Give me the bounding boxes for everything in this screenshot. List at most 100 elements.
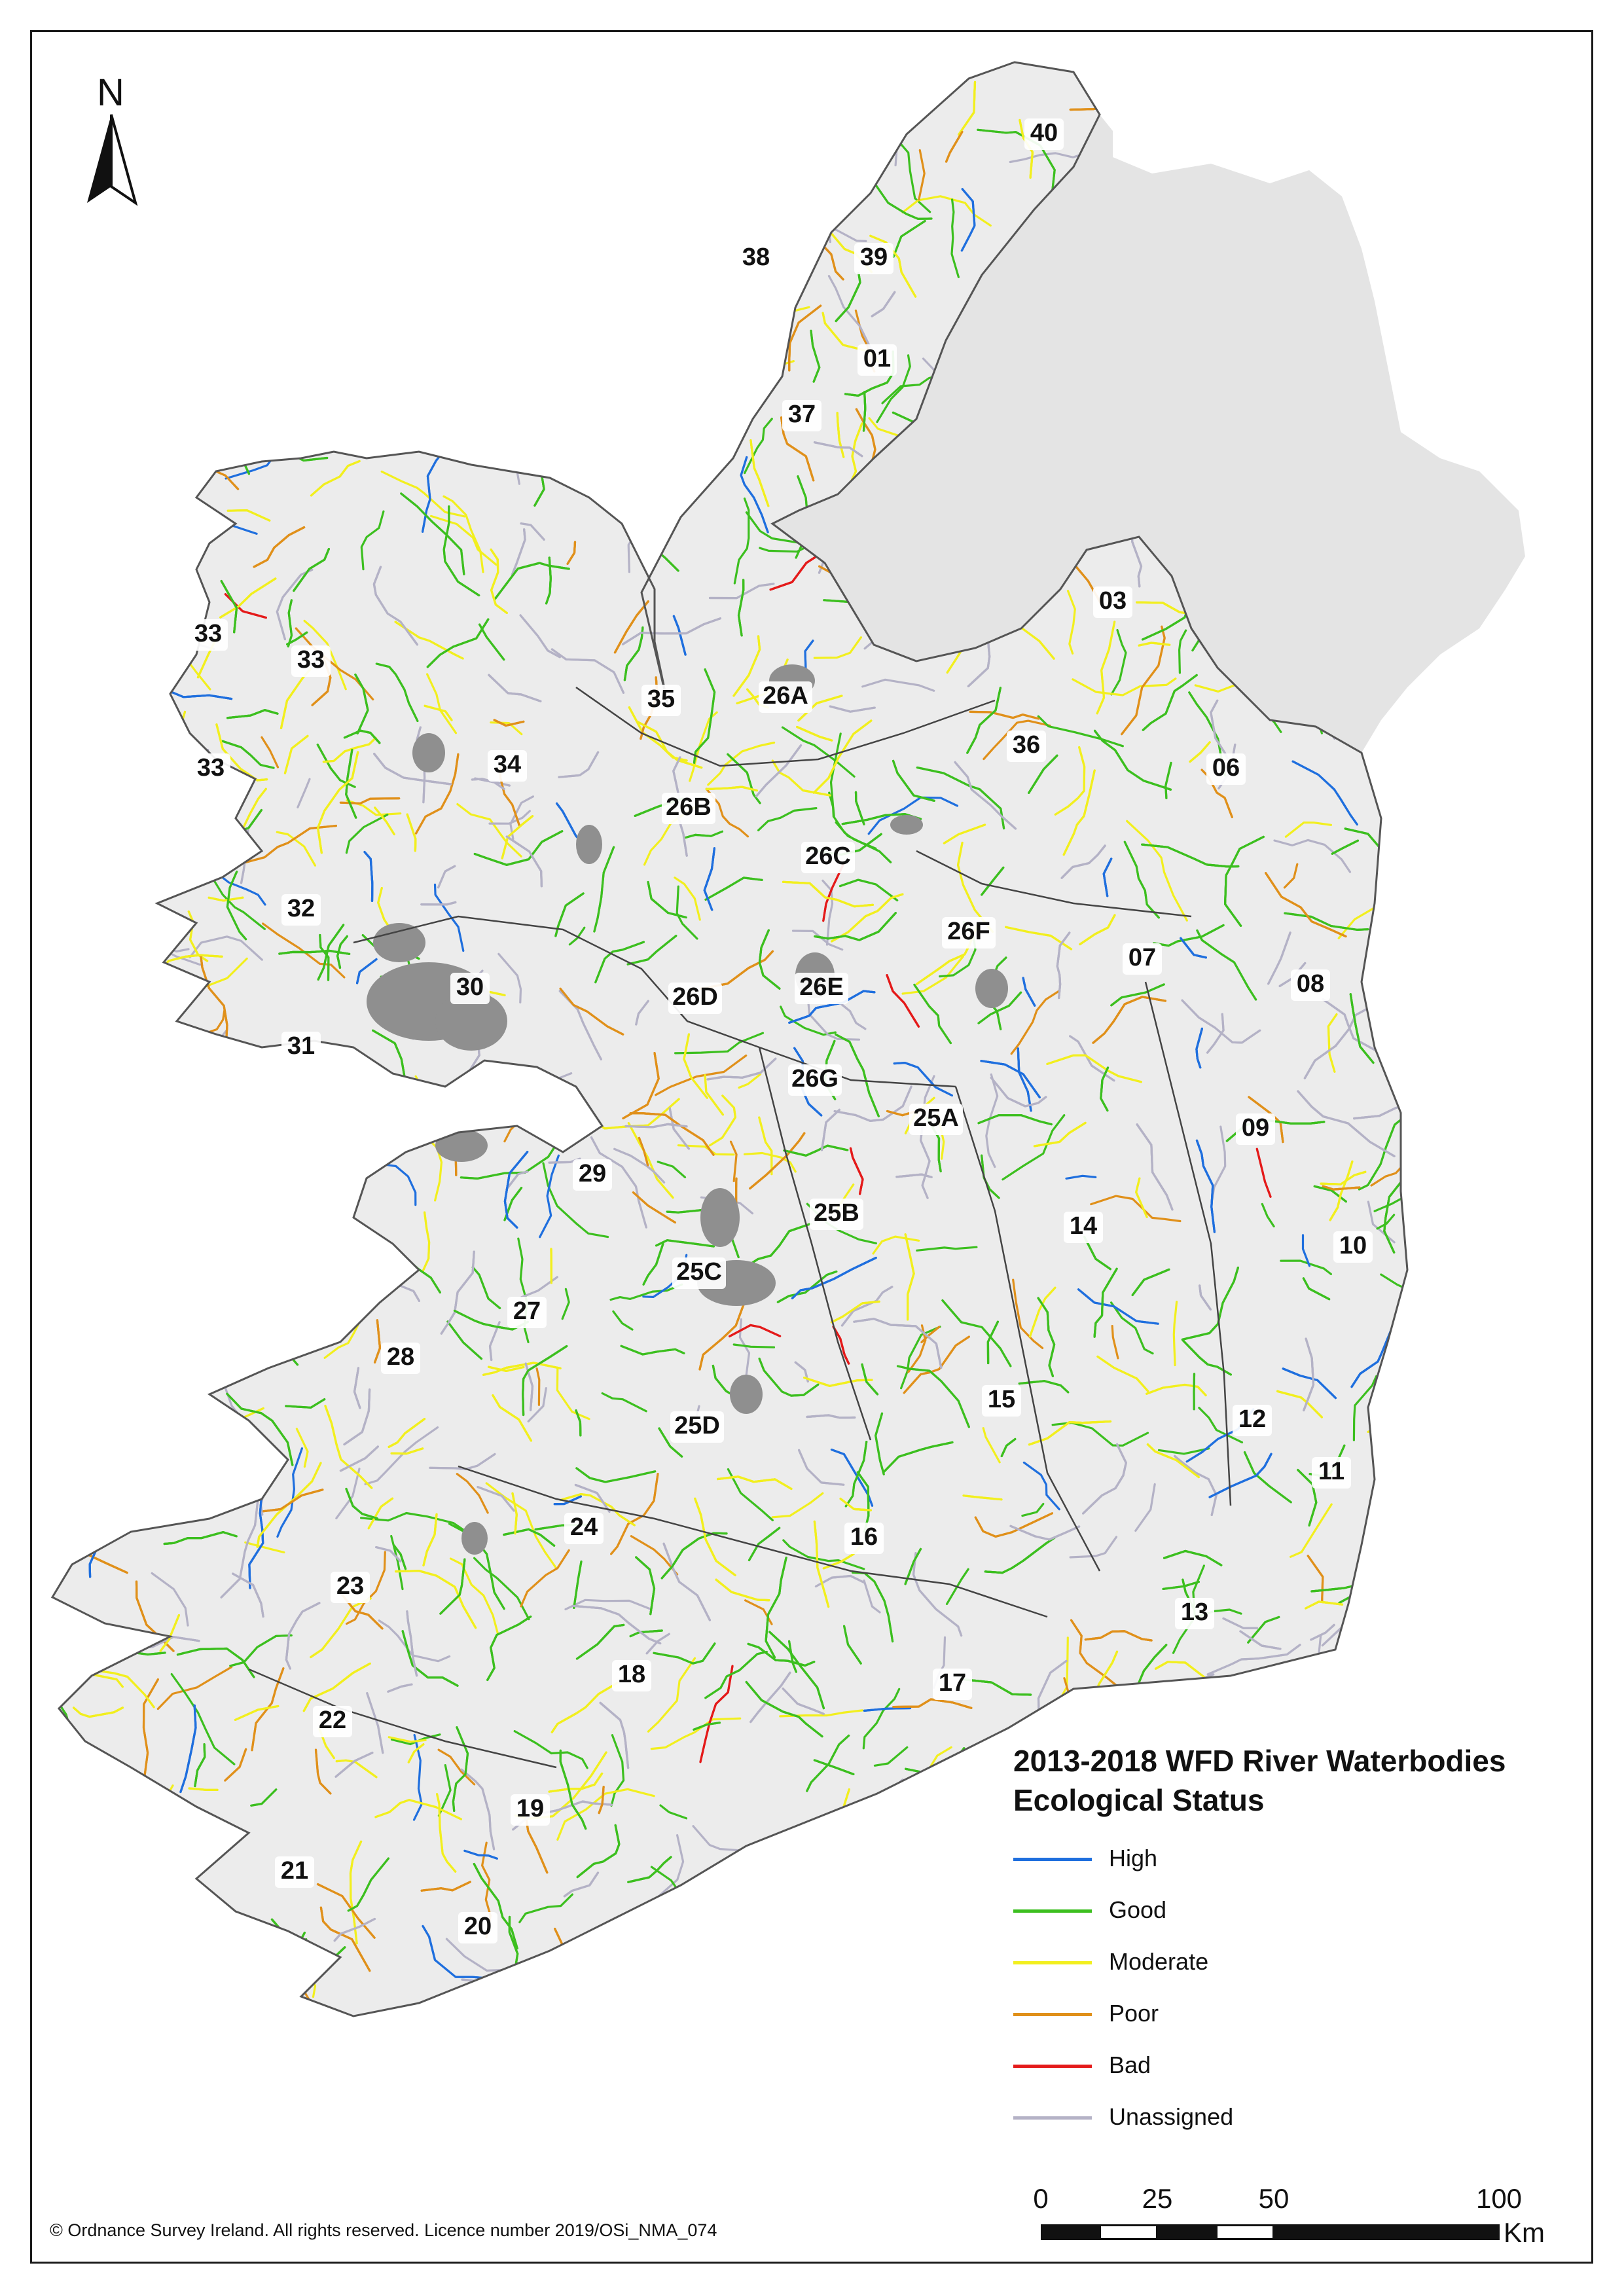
catchment-label-text: 25D — [674, 1412, 720, 1439]
catchment-label-25b: 25B — [810, 1199, 863, 1230]
river-segment — [96, 1038, 135, 1049]
river-segment — [217, 105, 258, 173]
catchment-label-25a: 25A — [909, 1104, 963, 1135]
river-segment — [200, 954, 228, 1053]
river-segment — [173, 213, 180, 266]
river-segment — [1389, 1348, 1405, 1369]
river-segment — [435, 315, 500, 325]
river-segment — [1178, 629, 1187, 674]
river-segment — [409, 287, 444, 319]
river-segment — [861, 678, 935, 692]
river-segment — [82, 1930, 176, 1954]
river-segment — [165, 325, 207, 412]
river-segment — [670, 1939, 680, 1979]
river-segment — [135, 475, 159, 546]
river-segment — [1196, 929, 1257, 1001]
river-segment — [360, 1511, 465, 1532]
river-segment — [933, 62, 958, 86]
legend-swatch-moderate — [1013, 1961, 1092, 1964]
river-segment — [360, 114, 383, 134]
river-segment — [135, 475, 159, 546]
catchment-label-text: 35 — [647, 685, 675, 713]
river-segment — [1181, 999, 1261, 1044]
river-segment — [1290, 1718, 1333, 1735]
catchment-label-text: 12 — [1238, 1405, 1266, 1433]
river-segment — [52, 1883, 106, 1901]
river-segment — [649, 126, 710, 147]
river-segment — [668, 1107, 690, 1150]
river-segment — [506, 262, 539, 328]
river-segment — [771, 1492, 824, 1519]
catchment-label-text: 07 — [1128, 944, 1156, 971]
river-segment — [799, 87, 878, 125]
river-segment — [58, 1534, 85, 1551]
river-segment — [186, 877, 217, 880]
catchment-label-text: 19 — [516, 1795, 544, 1822]
catchment-label-bg — [191, 753, 230, 785]
river-segment — [130, 1246, 147, 1295]
river-segment — [1155, 127, 1198, 154]
river-segment — [554, 892, 585, 937]
river-segment — [52, 1997, 59, 2016]
river-segment — [566, 541, 577, 565]
river-segment — [873, 1746, 909, 1767]
river-segment — [869, 234, 917, 298]
river-segment — [729, 1324, 782, 1337]
river-segment — [562, 128, 596, 143]
river-segment — [69, 746, 112, 812]
river-segment — [434, 364, 478, 386]
river-segment — [1200, 768, 1233, 818]
river-segment — [624, 1123, 688, 1129]
river-segment — [52, 1199, 101, 1250]
catchment-label-37: 37 — [782, 400, 821, 431]
river-segment — [1134, 1483, 1156, 1532]
river-segment — [601, 462, 676, 475]
river-segment — [839, 878, 899, 901]
river-segment — [321, 325, 350, 354]
river-segment — [145, 1097, 213, 1121]
catchment-label-text: 25B — [814, 1199, 859, 1227]
river-segment — [263, 1202, 309, 1217]
river-segment — [647, 880, 687, 919]
river-segment — [1291, 760, 1358, 826]
river-segment — [874, 1810, 911, 1853]
river-segment — [708, 1094, 736, 1147]
river-segment — [334, 1752, 374, 1778]
river-segment — [126, 1921, 181, 1989]
river-segment — [1079, 914, 1116, 946]
catchment-label-bg — [331, 1572, 370, 1603]
river-segment — [1102, 858, 1113, 897]
river-segment — [1153, 924, 1225, 947]
catchment-boundary — [758, 1047, 872, 1441]
legend-swatch-unassigned — [1013, 2116, 1092, 2120]
river-segment — [144, 62, 208, 82]
river-segment — [881, 1815, 918, 1894]
legend-label-unassigned: Unassigned — [1109, 2103, 1234, 2130]
river-segment — [105, 1114, 122, 1218]
river-segment — [1062, 769, 1096, 856]
river-segment — [542, 1162, 609, 1238]
river-segment — [215, 723, 268, 782]
river-segment — [1409, 1443, 1468, 1455]
river-segment — [704, 2006, 745, 2016]
river-segment — [866, 1928, 914, 1998]
river-segment — [310, 1310, 338, 1341]
catchment-label-10: 10 — [1333, 1231, 1373, 1263]
river-segment — [378, 123, 413, 134]
river-segment — [206, 103, 223, 166]
river-segment — [1375, 1529, 1394, 1618]
river-segment — [985, 1073, 999, 1168]
catchment-label-14: 14 — [1064, 1212, 1103, 1243]
river-segment — [658, 1427, 683, 1458]
river-segment — [1290, 122, 1342, 170]
river-segment — [1146, 1383, 1207, 1397]
river-segment — [252, 1932, 306, 1998]
river-segment — [52, 1961, 92, 1990]
river-segment — [272, 62, 300, 99]
river-segment — [107, 791, 153, 816]
river-segment — [195, 231, 277, 281]
river-segment — [609, 1283, 683, 1301]
river-segment — [867, 796, 959, 835]
river-segment — [1198, 1407, 1244, 1443]
